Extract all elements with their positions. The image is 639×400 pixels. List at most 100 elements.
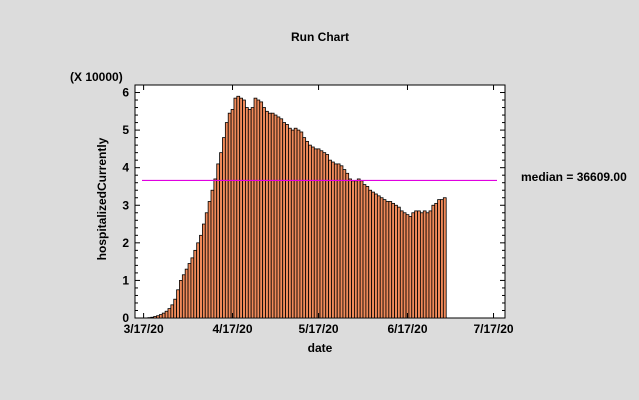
- data-bar: [437, 199, 441, 319]
- x-tick-label: 3/17/20: [124, 322, 164, 336]
- data-bar: [265, 110, 269, 319]
- data-bar: [184, 268, 189, 319]
- data-bar: [308, 144, 312, 319]
- x-tick-label: 7/17/20: [474, 322, 514, 336]
- data-bar: [302, 137, 307, 319]
- data-bar: [328, 159, 332, 319]
- data-bar: [419, 212, 424, 319]
- data-bar: [230, 109, 235, 319]
- data-bar: [176, 289, 180, 319]
- data-bar: [336, 163, 341, 319]
- data-bar: [179, 280, 183, 319]
- data-bar: [394, 204, 398, 319]
- data-bar: [319, 150, 324, 319]
- data-bar: [356, 178, 361, 319]
- data-bar: [227, 112, 232, 319]
- data-bar: [285, 124, 289, 319]
- data-bar: [411, 212, 416, 319]
- data-bar: [216, 163, 221, 319]
- data-bar: [402, 212, 407, 319]
- data-bar: [239, 97, 243, 319]
- data-bar: [210, 189, 215, 319]
- data-bar: [167, 308, 172, 319]
- data-bar: [397, 206, 401, 319]
- data-bar: [256, 99, 261, 319]
- x-axis-label: date: [308, 341, 333, 355]
- data-bar: [348, 178, 352, 319]
- data-bar: [351, 180, 355, 319]
- data-bar: [313, 148, 318, 319]
- y-tick-label: 6: [122, 86, 129, 100]
- data-bar: [187, 263, 192, 319]
- data-bar: [173, 298, 177, 319]
- data-bar: [213, 178, 218, 319]
- data-bar: [219, 152, 223, 319]
- data-bar: [204, 212, 209, 319]
- y-multiplier-label: (X 10000): [70, 70, 123, 84]
- data-bar: [440, 199, 444, 319]
- data-bar: [305, 140, 309, 319]
- data-bar: [408, 216, 413, 319]
- data-bar: [399, 210, 404, 319]
- data-bar: [253, 97, 258, 319]
- data-bar: [267, 112, 272, 319]
- data-bar: [354, 180, 358, 319]
- chart-title: Run Chart: [291, 30, 349, 44]
- y-tick-label: 5: [122, 123, 129, 137]
- x-axis: 3/17/20 4/17/20 5/17/20 6/17/20 7/17/20: [124, 85, 514, 336]
- data-bar: [201, 223, 206, 319]
- data-bar: [428, 210, 433, 319]
- data-bar: [290, 129, 295, 319]
- data-bar: [345, 172, 350, 319]
- data-bar: [259, 101, 264, 319]
- data-bar: [270, 112, 275, 319]
- data-bar: [250, 107, 255, 319]
- y-axis: 0 1 2 3 4 5 6: [122, 86, 505, 325]
- data-bar: [299, 131, 304, 319]
- data-bar: [158, 314, 163, 319]
- data-bar: [342, 169, 347, 319]
- data-bar: [371, 191, 375, 319]
- data-bar: [170, 304, 175, 319]
- data-bar: [316, 148, 321, 319]
- data-bar: [247, 109, 252, 319]
- data-bar: [379, 197, 384, 319]
- data-bar: [296, 129, 301, 319]
- data-bar: [434, 202, 439, 319]
- data-bar: [388, 201, 393, 319]
- data-bar: [405, 214, 410, 319]
- y-tick-label: 0: [122, 311, 129, 325]
- data-bar: [322, 152, 327, 319]
- data-bar: [359, 180, 364, 319]
- data-bar: [233, 97, 238, 319]
- data-bar: [164, 310, 169, 319]
- data-bar: [310, 146, 315, 319]
- data-bar: [331, 161, 335, 319]
- data-bar: [245, 107, 249, 319]
- data-bar: [376, 195, 381, 319]
- data-bar: [199, 234, 203, 319]
- data-bar: [262, 107, 266, 319]
- data-bar: [417, 210, 421, 319]
- bars-group: [147, 95, 447, 319]
- data-bar: [333, 163, 338, 319]
- y-tick-label: 4: [122, 161, 129, 175]
- data-bar: [382, 199, 387, 319]
- data-bar: [414, 210, 418, 319]
- y-axis-label: hospitalizedCurrently: [95, 137, 109, 260]
- data-bar: [279, 118, 284, 319]
- data-bar: [150, 316, 155, 319]
- median-label: median = 36609.00: [521, 170, 627, 184]
- y-tick-label: 1: [122, 273, 129, 287]
- data-bar: [362, 184, 367, 319]
- data-bar: [339, 165, 344, 319]
- data-bar: [181, 274, 186, 319]
- data-bar: [236, 95, 241, 319]
- x-tick-label: 6/17/20: [387, 322, 427, 336]
- data-bar: [242, 99, 246, 319]
- data-bar: [161, 312, 166, 319]
- data-bar: [156, 315, 160, 319]
- y-tick-label: 3: [122, 198, 129, 212]
